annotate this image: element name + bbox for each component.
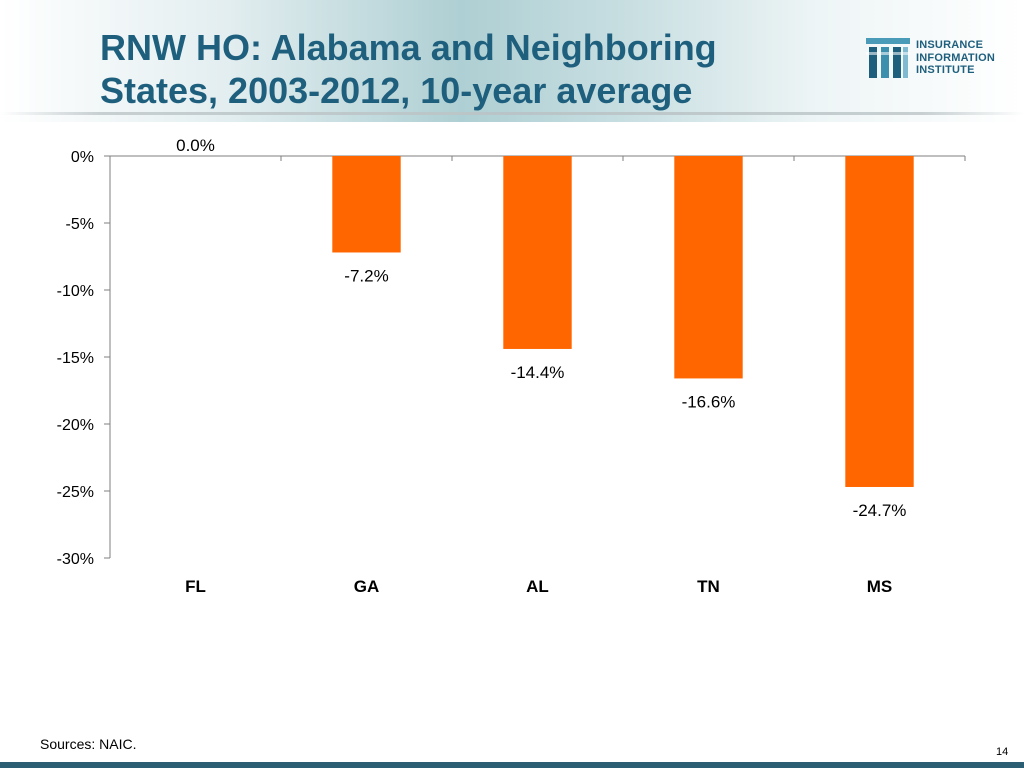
category-label: AL	[526, 577, 549, 596]
category-label: TN	[697, 577, 720, 596]
logo-text-line-3: INSTITUTE	[916, 64, 975, 76]
iii-logo-icon	[866, 38, 910, 78]
bar-al	[503, 156, 572, 349]
category-label: MS	[867, 577, 893, 596]
logo-text-line-1: INSURANCE	[916, 39, 984, 51]
y-tick-label: 0%	[71, 149, 94, 166]
bar-ms	[845, 156, 914, 487]
iii-logo-wordmark: INSURANCE INFORMATION INSTITUTE	[916, 39, 995, 77]
bottom-bar	[0, 762, 1024, 768]
category-label: FL	[185, 577, 206, 596]
y-tick-label: -10%	[57, 283, 94, 300]
data-label: 0.0%	[176, 136, 215, 155]
data-label: -7.2%	[344, 266, 388, 285]
category-label: GA	[354, 577, 380, 596]
slide-title: RNW HO: Alabama and Neighboring States, …	[100, 26, 820, 112]
page-number: 14	[996, 746, 1009, 758]
data-label: -16.6%	[682, 392, 736, 411]
logo-text-line-2: INFORMATION	[916, 51, 995, 64]
bar-ga	[332, 156, 401, 253]
data-label: -14.4%	[511, 363, 565, 382]
y-tick-label: -15%	[57, 350, 94, 367]
slide-title-line-1: RNW HO: Alabama and Neighboring	[100, 27, 717, 68]
iii-logo: INSURANCE INFORMATION INSTITUTE	[866, 36, 1016, 80]
header-divider	[0, 112, 1024, 115]
header-band	[0, 0, 1024, 122]
bar-tn	[674, 156, 743, 379]
source-note: Sources: NAIC.	[40, 736, 137, 752]
data-label: -24.7%	[853, 501, 907, 520]
y-tick-label: -5%	[66, 216, 94, 233]
bar-chart: 0% -5% -10% -15% -20% -25% -30% 0.0% FL -7.2% GA -1…	[57, 136, 966, 596]
slide-title-line-2: States, 2003-2012, 10-year average	[100, 70, 693, 111]
y-tick-label: -30%	[57, 551, 94, 568]
y-tick-label: -20%	[57, 417, 94, 434]
y-tick-label: -25%	[57, 484, 94, 501]
